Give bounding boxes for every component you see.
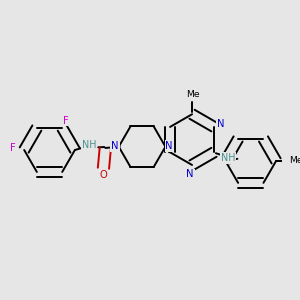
Text: N: N bbox=[217, 119, 224, 129]
Text: Me: Me bbox=[289, 156, 300, 165]
Text: N: N bbox=[111, 141, 119, 151]
Text: NH: NH bbox=[221, 153, 235, 163]
Text: F: F bbox=[63, 116, 69, 125]
Text: Me: Me bbox=[186, 90, 200, 99]
Text: N: N bbox=[165, 141, 173, 151]
Text: NH: NH bbox=[82, 140, 96, 150]
Text: N: N bbox=[186, 169, 194, 179]
Text: O: O bbox=[100, 170, 107, 180]
Text: F: F bbox=[10, 143, 16, 153]
